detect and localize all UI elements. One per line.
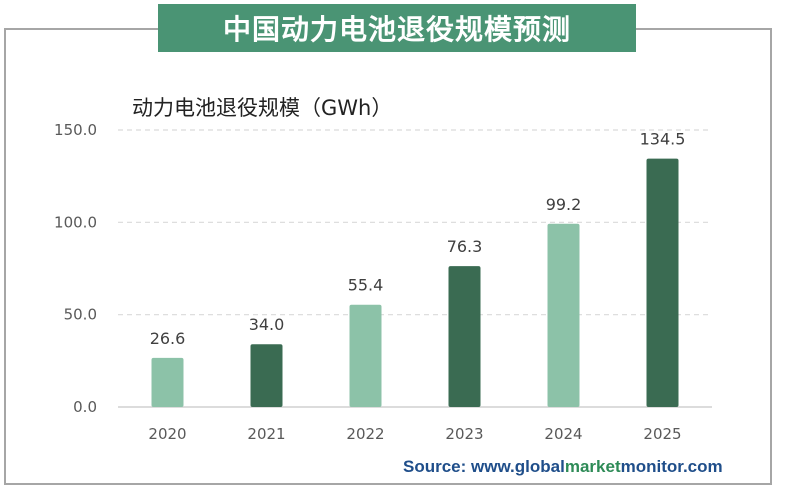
chart-title: 中国动力电池退役规模预测 [222,13,571,46]
x-tick-label-2024: 2024 [544,425,582,443]
source-attribution: Source: www.globalmarketmonitor.com [403,457,723,477]
x-tick-label-2021: 2021 [247,425,285,443]
x-tick-label-2025: 2025 [643,425,681,443]
x-tick-label-2022: 2022 [346,425,384,443]
source-market: market [564,457,621,476]
bar-2021 [250,344,283,407]
data-label-2024: 99.2 [546,195,582,214]
bar-2025 [646,158,679,407]
data-label-2021: 34.0 [249,315,285,334]
bar-2022 [349,304,382,407]
bar-2020 [151,357,184,407]
data-label-2025: 134.5 [640,130,686,149]
bar-2023 [448,266,481,407]
y-tick-label: 0.0 [73,398,97,416]
bar-2024 [547,223,580,407]
source-prefix: Source: www. [403,457,515,476]
chart-title-banner: 中国动力电池退役规模预测 [158,4,636,52]
x-tick-label-2020: 2020 [148,425,186,443]
data-label-2020: 26.6 [150,329,186,348]
x-tick-label-2023: 2023 [445,425,483,443]
y-tick-label: 150.0 [54,121,97,139]
y-tick-label: 50.0 [64,306,97,324]
data-label-2022: 55.4 [348,276,384,295]
chart-frame [4,28,772,485]
source-global: global [514,457,565,476]
y-tick-label: 100.0 [54,213,97,231]
source-monitor: monitor [620,457,683,476]
data-label-2023: 76.3 [447,237,483,256]
source-suffix: .com [682,457,723,476]
y-axis-label: 动力电池退役规模（GWh） [132,96,393,120]
